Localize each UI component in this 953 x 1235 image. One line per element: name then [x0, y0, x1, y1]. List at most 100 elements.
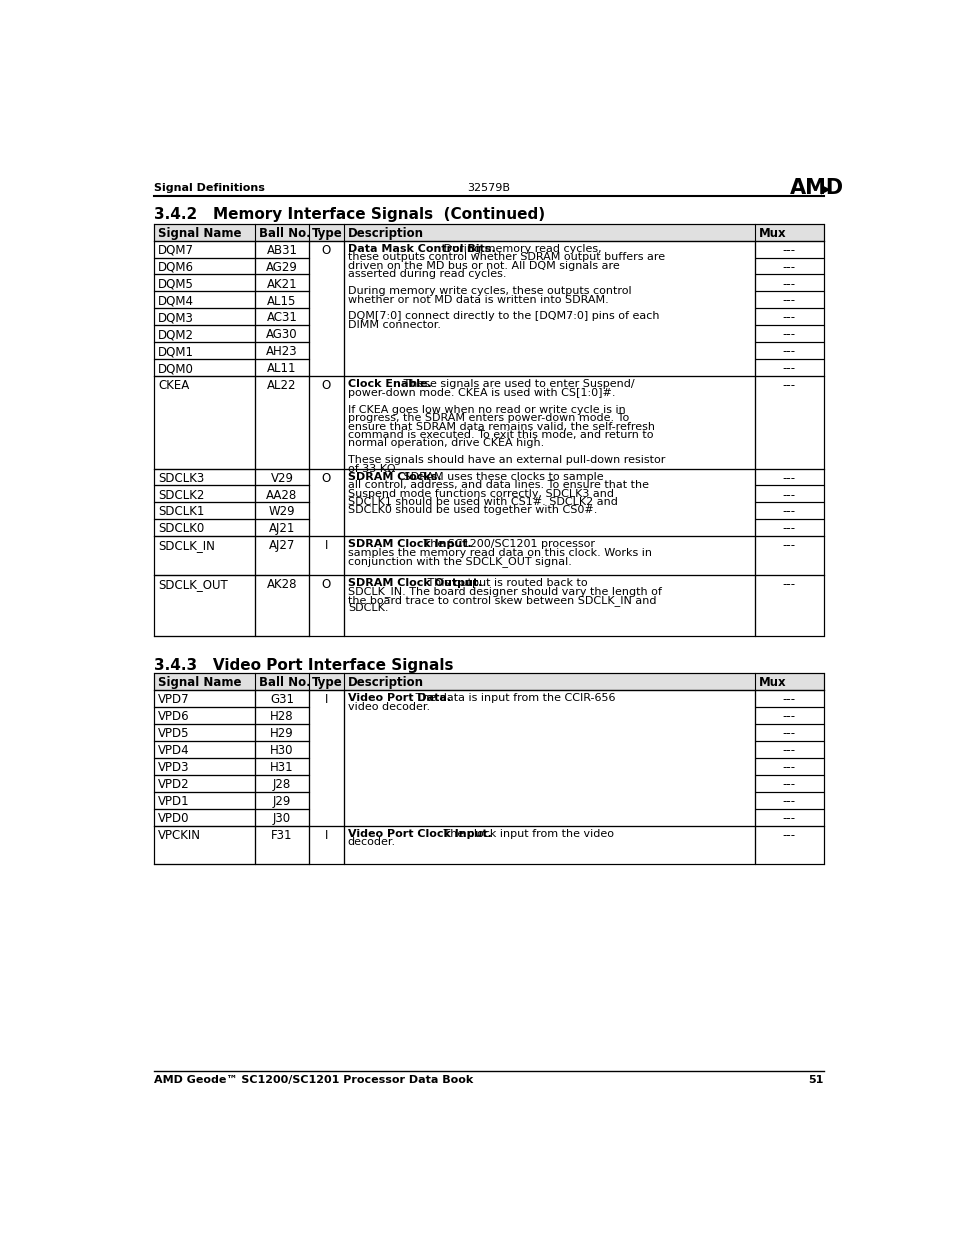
Text: ---: ---	[781, 745, 795, 757]
Bar	[754, 468, 822, 485]
Text: VPD0: VPD0	[158, 811, 190, 825]
Bar	[154, 241, 254, 258]
Text: AJ27: AJ27	[269, 540, 294, 552]
Bar	[254, 325, 309, 342]
Text: ---: ---	[781, 540, 795, 552]
Text: O: O	[321, 379, 331, 393]
Bar	[254, 708, 309, 724]
Text: G31: G31	[270, 693, 294, 706]
Text: ---: ---	[781, 811, 795, 825]
Text: samples the memory read data on this clock. Works in: samples the memory read data on this clo…	[348, 548, 651, 558]
Bar	[754, 325, 822, 342]
Text: asserted during read cycles.: asserted during read cycles.	[348, 269, 506, 279]
Text: 51: 51	[807, 1074, 822, 1084]
Bar	[754, 377, 822, 468]
Text: VPD2: VPD2	[158, 778, 190, 792]
Text: ---: ---	[781, 727, 795, 740]
Bar	[344, 574, 754, 636]
Text: ---: ---	[781, 261, 795, 274]
Text: AJ21: AJ21	[269, 522, 294, 536]
Bar	[254, 776, 309, 792]
Bar	[254, 536, 309, 574]
Text: DQM5: DQM5	[158, 278, 193, 290]
Text: SDRAM Clocks.: SDRAM Clocks.	[348, 472, 441, 482]
Bar	[154, 708, 254, 724]
Bar	[254, 274, 309, 291]
Text: CKEA: CKEA	[158, 379, 189, 393]
Text: During memory write cycles, these outputs control: During memory write cycles, these output…	[348, 287, 631, 296]
Text: ---: ---	[781, 346, 795, 358]
Text: VPCKIN: VPCKIN	[158, 829, 201, 842]
Text: AB31: AB31	[266, 243, 297, 257]
Bar	[754, 536, 822, 574]
Text: ---: ---	[781, 761, 795, 774]
Bar	[309, 377, 344, 468]
Bar	[254, 792, 309, 809]
Text: J30: J30	[273, 811, 291, 825]
Text: DQM3: DQM3	[158, 311, 193, 325]
Text: J29: J29	[273, 795, 291, 808]
Bar	[254, 241, 309, 258]
Text: AL22: AL22	[267, 379, 296, 393]
Bar	[309, 690, 344, 826]
Text: The data is input from the CCIR-656: The data is input from the CCIR-656	[412, 693, 615, 704]
Text: AK21: AK21	[267, 278, 297, 290]
Text: SDCLK_IN. The board designer should vary the length of: SDCLK_IN. The board designer should vary…	[348, 587, 661, 598]
Text: ---: ---	[781, 278, 795, 290]
Text: ---: ---	[781, 472, 795, 484]
Bar	[754, 274, 822, 291]
Text: VPD7: VPD7	[158, 693, 190, 706]
Text: Signal Name: Signal Name	[158, 227, 241, 240]
Bar	[754, 258, 822, 274]
Bar	[254, 291, 309, 309]
Bar	[154, 485, 254, 503]
Bar	[154, 468, 254, 485]
Bar	[154, 758, 254, 776]
Bar	[154, 776, 254, 792]
Bar	[254, 342, 309, 359]
Text: Type: Type	[311, 227, 342, 240]
Text: Mux: Mux	[758, 227, 785, 240]
Bar	[154, 258, 254, 274]
Bar	[754, 809, 822, 826]
Text: SDCLK_OUT: SDCLK_OUT	[158, 578, 228, 590]
Bar	[254, 309, 309, 325]
Bar	[254, 574, 309, 636]
Text: These signals should have an external pull-down resistor: These signals should have an external pu…	[348, 456, 664, 466]
Bar	[254, 809, 309, 826]
Text: ensure that SDRAM data remains valid, the self-refresh: ensure that SDRAM data remains valid, th…	[348, 421, 654, 431]
Text: DQM[7:0] connect directly to the [DQM7:0] pins of each: DQM[7:0] connect directly to the [DQM7:0…	[348, 311, 659, 321]
Bar	[309, 536, 344, 574]
Text: H30: H30	[270, 745, 294, 757]
Text: Description: Description	[348, 677, 423, 689]
Text: V29: V29	[271, 472, 294, 484]
Text: AC31: AC31	[266, 311, 297, 325]
Text: I: I	[324, 693, 328, 706]
Text: SDCLK3: SDCLK3	[158, 472, 204, 484]
Text: DIMM connector.: DIMM connector.	[348, 320, 440, 330]
Text: 32579B: 32579B	[467, 183, 510, 193]
Text: 3.4.2   Memory Interface Signals  (Continued): 3.4.2 Memory Interface Signals (Continue…	[154, 206, 545, 222]
Text: ---: ---	[781, 505, 795, 519]
Text: H29: H29	[270, 727, 294, 740]
Text: Ball No.: Ball No.	[258, 227, 310, 240]
Text: SDCLK0 should be used together with CS0#.: SDCLK0 should be used together with CS0#…	[348, 505, 597, 515]
Bar	[154, 291, 254, 309]
Text: AMD: AMD	[789, 178, 842, 199]
Text: VPD5: VPD5	[158, 727, 190, 740]
Bar	[254, 258, 309, 274]
Bar	[154, 342, 254, 359]
Bar	[254, 520, 309, 536]
Bar	[254, 468, 309, 485]
Text: Signal Name: Signal Name	[158, 677, 241, 689]
Bar	[154, 809, 254, 826]
Text: 3.4.3   Video Port Interface Signals: 3.4.3 Video Port Interface Signals	[154, 658, 453, 673]
Text: driven on the MD bus or not. All DQM signals are: driven on the MD bus or not. All DQM sig…	[348, 261, 619, 270]
Bar	[154, 309, 254, 325]
Text: AG29: AG29	[266, 261, 297, 274]
Text: SDCLK1 should be used with CS1#. SDCLK2 and: SDCLK1 should be used with CS1#. SDCLK2 …	[348, 496, 618, 508]
Bar	[309, 468, 344, 536]
Text: VPD6: VPD6	[158, 710, 190, 724]
Bar	[154, 673, 822, 690]
Bar	[754, 826, 822, 864]
